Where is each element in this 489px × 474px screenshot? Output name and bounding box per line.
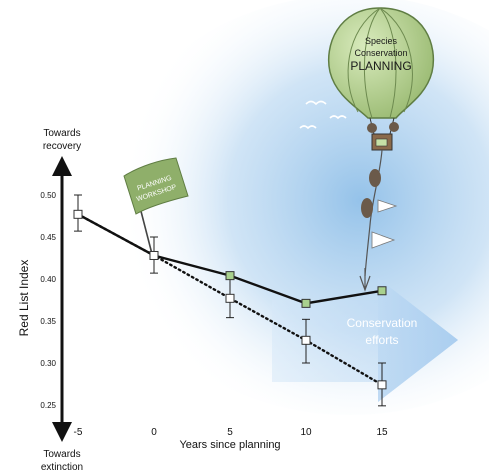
y-tick-label: 0.45 — [40, 233, 56, 242]
y-tick-labels: 0.50 0.45 0.40 0.35 0.30 0.25 — [40, 191, 56, 410]
hot-air-balloon-icon: Species Conservation PLANNING — [328, 7, 435, 151]
x-tick-label: 0 — [151, 427, 157, 438]
y-tick-label: 0.30 — [40, 359, 56, 368]
conservation-efforts-arrow: Conservation efforts — [272, 278, 458, 402]
towards-recovery-line2: recovery — [43, 141, 81, 152]
y-axis-title: Red List Index — [17, 260, 31, 337]
x-tick-label: 10 — [300, 427, 312, 438]
anchor-icon — [359, 268, 371, 292]
gorilla-right-icon — [389, 122, 399, 132]
y-tick-label: 0.25 — [40, 401, 56, 410]
towards-extinction-line1: Towards — [43, 449, 80, 460]
y-axis-arrow — [52, 156, 72, 442]
data-point-dotted — [73, 209, 83, 219]
arrow-down-icon — [52, 422, 72, 442]
balloon-text-planning: PLANNING — [350, 59, 411, 73]
data-point-solid — [225, 271, 235, 281]
y-tick-label: 0.40 — [40, 275, 56, 284]
towards-recovery-line1: Towards — [43, 128, 80, 139]
arrow-up-icon — [52, 156, 72, 176]
data-point-dotted — [225, 293, 235, 303]
x-axis-title: Years since planning — [179, 439, 280, 451]
monkey-upper-icon — [369, 169, 381, 187]
data-point-solid — [301, 298, 311, 308]
planning-workshop-flag-icon: PLANNING WORKSHOP — [123, 157, 189, 255]
towards-extinction-line2: extinction — [41, 462, 83, 473]
data-point-dotted — [301, 335, 311, 345]
data-point-dotted — [377, 380, 387, 390]
y-tick-label: 0.50 — [40, 191, 56, 200]
gorilla-left-icon — [367, 123, 377, 133]
white-flag-lower-icon — [371, 231, 396, 249]
monkey-lower-icon — [361, 198, 373, 218]
x-tick-label: -5 — [74, 427, 83, 438]
x-tick-label: 15 — [376, 427, 388, 438]
x-tick-label: 5 — [227, 427, 233, 438]
balloon-text-conservation: Conservation — [354, 48, 407, 58]
birds-decoration — [299, 100, 347, 130]
data-point-solid — [377, 286, 387, 296]
data-point-dotted — [149, 250, 159, 260]
arrow-label-line2: efforts — [365, 333, 398, 347]
white-flag-upper-icon — [377, 199, 398, 213]
x-tick-labels: -5 0 5 10 15 — [74, 427, 388, 438]
series-layer — [73, 194, 387, 407]
arrow-label-line1: Conservation — [347, 316, 418, 330]
y-tick-label: 0.35 — [40, 317, 56, 326]
balloon-text-species: Species — [365, 36, 398, 46]
rope-with-climbers — [359, 149, 398, 292]
